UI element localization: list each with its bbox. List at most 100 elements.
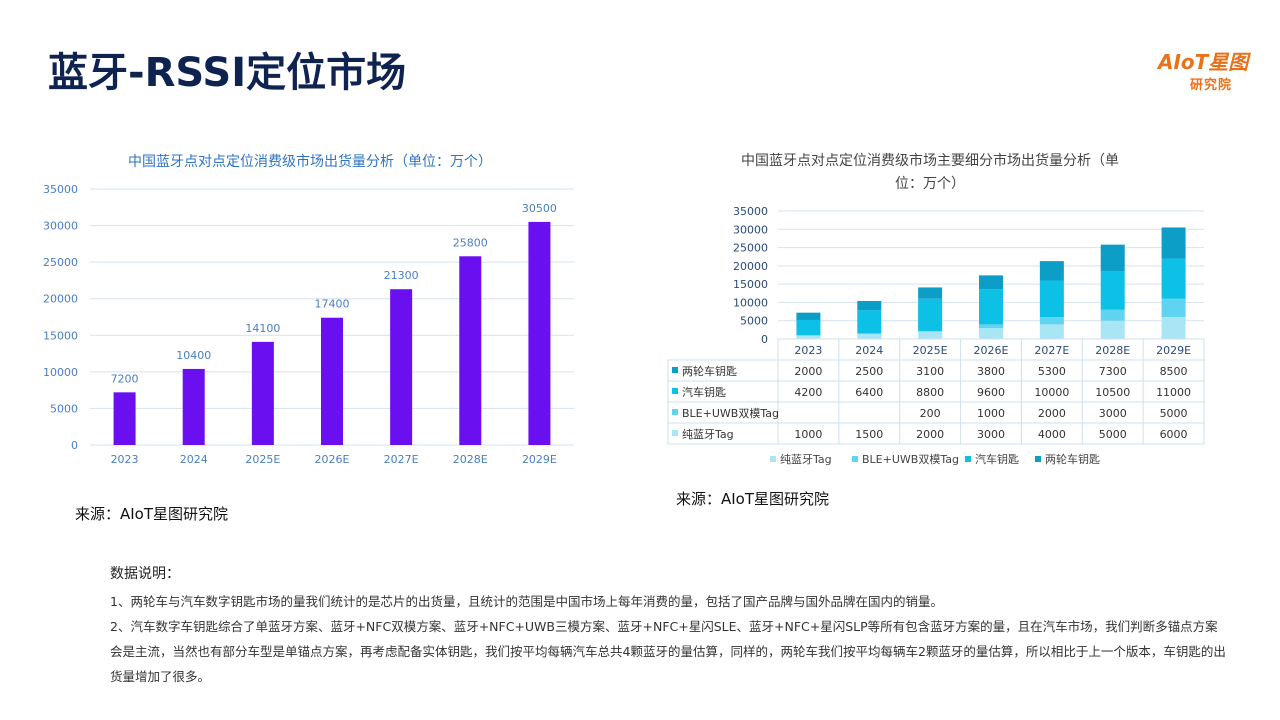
chart2-x-tick: 2025E [913,344,948,357]
chart2-bar-segment [979,324,1003,329]
chart2-x-tick: 2027E [1034,344,1069,357]
chart1-data-label: 14100 [245,322,280,335]
chart2-table-cell: 2000 [794,365,822,378]
chart1-bar [459,256,482,445]
chart2-y-tick: 5000 [740,315,768,328]
chart2-legend-swatch [965,456,971,462]
source-left: 来源：AIoT星图研究院 [75,505,229,523]
shipment-bar-chart: 中国蓝牙点对点定位消费级市场出货量分析（单位：万个） 0 5000 10000 1500… [43,153,574,466]
chart2-table-cell: 4200 [794,386,822,399]
chart2-bar-segment [1161,227,1186,259]
chart2-bar-segment [857,300,882,311]
chart1-data-label: 21300 [384,269,419,282]
chart2-bar-segment [857,333,882,339]
chart1-x-tick: 2028E [453,453,488,466]
chart2-table-swatch [672,388,678,394]
chart1-data-label: 30500 [522,202,557,215]
chart2-bar-segment [1039,324,1064,339]
chart2-legend-swatch [1035,456,1041,462]
chart2-table-cell: 5000 [1160,407,1188,420]
notes-line-2: 2、汽车数字车钥匙综合了单蓝牙方案、蓝牙+NFC双模方案、蓝牙+NFC+UWB三… [110,619,1226,684]
chart2-table-series-name: 汽车钥匙 [682,385,726,399]
chart1-y-tick: 15000 [43,329,78,342]
chart1-bar [390,289,413,445]
chart2-legend-swatch [770,456,776,462]
chart2-bar-segment [1100,244,1125,272]
chart2-table-cell: 10500 [1095,386,1130,399]
chart2-table-cell: 7300 [1099,365,1127,378]
chart2-bar-segment [857,310,882,334]
chart1-y-tick: 20000 [43,293,78,306]
chart2-legend-swatch [852,456,858,462]
chart1-y-tick: 10000 [43,366,78,379]
chart1-bar [321,317,343,445]
logo-main-text: AIoT星图 [1158,50,1249,74]
logo-sub-text: 研究院 [1190,78,1233,93]
chart2-y-tick: 30000 [733,223,768,236]
chart2-x-tick: 2024 [855,344,883,357]
chart2-table-cell: 3000 [1099,407,1127,420]
chart2-table-cell: 2000 [1038,407,1066,420]
chart1-y-tick: 25000 [43,256,78,269]
chart2-table-swatch [672,409,678,415]
chart1-bar [528,221,551,445]
chart2-legend-label: 两轮车钥匙 [1045,452,1100,466]
chart2-bar-segment [979,289,1003,325]
chart2-table-cell: 8800 [916,386,944,399]
brand-logo: AIoT星图 研究院 [1158,46,1258,96]
chart2-table-cell: 3000 [977,428,1005,441]
notes-heading: 数据说明： [110,566,180,582]
chart2-bar-segment [918,330,943,332]
chart2-table-series-name: BLE+UWB双模Tag [682,407,779,420]
chart1-x-tick: 2024 [180,453,208,466]
chart2-bar-segment [979,275,1003,290]
chart2-table-cell: 11000 [1156,386,1191,399]
chart2-x-tick: 2028E [1095,344,1130,357]
chart2-table-cell: 5300 [1038,365,1066,378]
chart1-x-tick: 2027E [384,453,419,466]
chart2-legend-label: BLE+UWB双模Tag [862,453,959,466]
chart2-bar-segment [1161,258,1186,299]
chart2-bar-segment [1039,261,1064,281]
chart1-y-tick: 5000 [50,402,78,415]
chart2-table-cell: 8500 [1160,365,1188,378]
chart2-bar-segment [918,287,943,299]
chart2-table-cell: 1000 [977,407,1005,420]
chart2-bar-segment [1100,309,1125,321]
chart1-data-label: 17400 [315,298,350,311]
chart2-bar-segment [796,319,821,336]
chart2-bar-segment [1161,317,1186,339]
chart1-bar [182,368,205,445]
chart2-y-tick: 25000 [733,242,768,255]
chart2-x-tick: 2026E [974,344,1009,357]
chart2-table-series-name: 纯蓝牙Tag [682,428,734,441]
chart1-bar [251,341,274,445]
chart2-table-cell: 200 [920,407,941,420]
chart1-x-tick: 2026E [315,453,350,466]
chart2-legend-label: 汽车钥匙 [975,452,1019,466]
chart2-table-swatch [672,430,678,436]
chart2-y-tick: 15000 [733,278,768,291]
chart2-table-cell: 9600 [977,386,1005,399]
chart2-table-swatch [672,367,678,373]
chart1-y-tick: 0 [71,439,78,452]
chart1-y-tick: 35000 [43,183,78,196]
chart1-x-tick: 2023 [111,453,139,466]
chart1-title: 中国蓝牙点对点定位消费级市场出货量分析（单位：万个） [128,153,492,170]
segment-stacked-bar-chart: 中国蓝牙点对点定位消费级市场主要细分市场出货量分析（单位：万个） 0 5000 100… [667,152,1205,466]
chart2-table-cell: 1500 [855,428,883,441]
data-notes: 数据说明： 1、两轮车与汽车数字钥匙市场的量我们统计的是芯片的出货量，且统计的范… [110,562,1230,689]
chart2-bar-segment [1039,280,1064,318]
chart1-bar [113,392,136,445]
chart2-table-cell: 6400 [855,386,883,399]
page-title: 蓝牙-RSSI定位市场 [48,50,407,96]
chart2-title-line2: 位：万个） [895,176,965,192]
chart1-data-label: 10400 [176,349,211,362]
chart2-table-cell: 6000 [1160,428,1188,441]
chart2-bar-segment [1039,317,1064,325]
chart2-table-cell: 5000 [1099,428,1127,441]
chart2-bar-segment [1100,271,1125,310]
chart2-bar-segment [918,298,943,331]
chart1-x-tick: 2029E [522,453,557,466]
chart1-y-tick: 30000 [43,220,78,233]
